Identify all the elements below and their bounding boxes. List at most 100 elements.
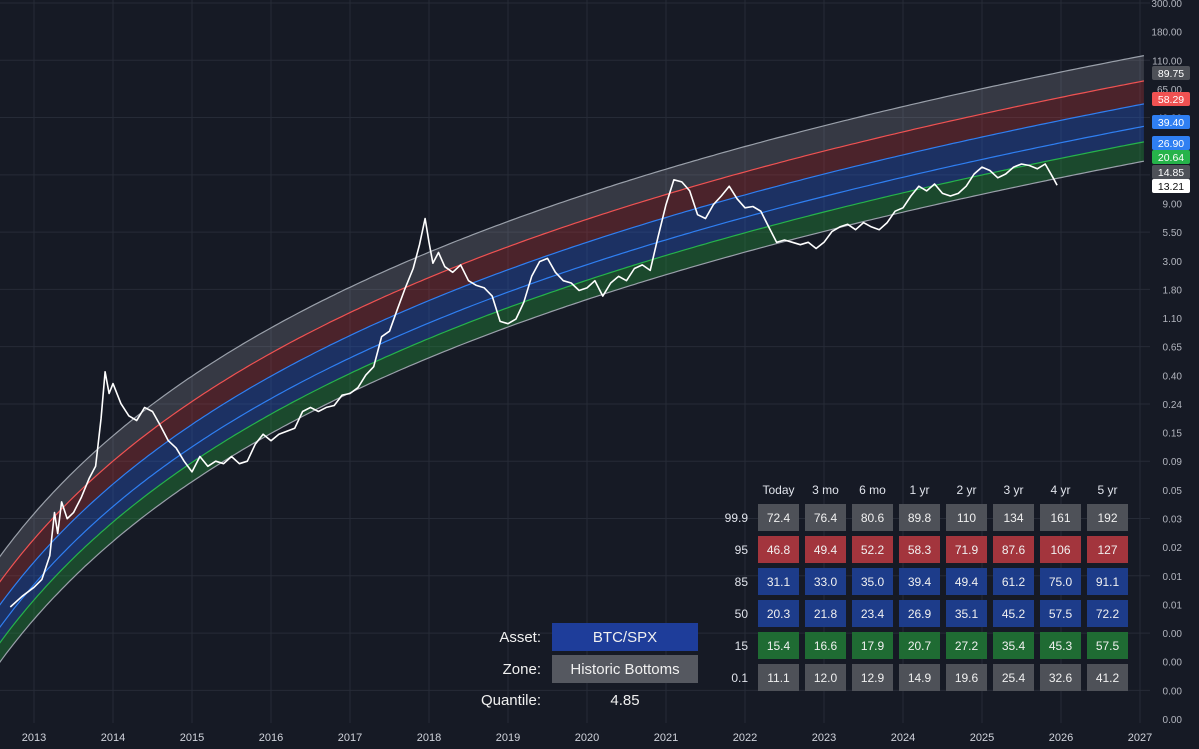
y-tick-label: 0.01 xyxy=(1163,572,1183,583)
table-header-cell: 3 mo xyxy=(812,483,839,497)
table-row-label: 0.1 xyxy=(731,670,748,685)
asset-row: Asset: BTC/SPX xyxy=(455,622,698,652)
x-tick-label: 2015 xyxy=(180,732,204,744)
zone-label: Zone: xyxy=(502,660,541,678)
x-tick-label: 2017 xyxy=(338,732,362,744)
band-line xyxy=(0,80,1145,583)
table-cell: 35.4 xyxy=(993,632,1034,659)
axis-badges: 89.75 58.29 39.40 26.90 20.64 14.85 13.21 xyxy=(1152,66,1190,193)
axis-badge-label: 26.90 xyxy=(1158,138,1184,150)
x-tick-label: 2018 xyxy=(417,732,441,744)
table-cell: 52.2 xyxy=(852,536,893,563)
table-cell: 72.4 xyxy=(758,504,799,531)
table-cell: 75.0 xyxy=(1040,568,1081,595)
axis-badge xyxy=(1152,136,1190,150)
table-cell: 12.0 xyxy=(805,664,846,691)
table-cell: 20.7 xyxy=(899,632,940,659)
table-cell: 23.4 xyxy=(852,600,893,627)
x-tick-label: 2025 xyxy=(970,732,994,744)
price-line-group xyxy=(9,163,1058,608)
table-cell: 32.6 xyxy=(1040,664,1081,691)
axis-badge xyxy=(1152,165,1190,179)
y-tick-label: 110.00 xyxy=(1152,56,1182,67)
y-tick-label: 0.03 xyxy=(1163,515,1183,526)
axis-badge-label: 39.40 xyxy=(1158,117,1184,129)
axis-badge xyxy=(1152,115,1190,129)
table-row-label: 50 xyxy=(734,606,748,621)
table-cell: 16.6 xyxy=(805,632,846,659)
table-cell: 21.8 xyxy=(805,600,846,627)
table-cell: 57.5 xyxy=(1087,632,1128,659)
table-cell: 19.6 xyxy=(946,664,987,691)
table-cell: 49.4 xyxy=(946,568,987,595)
table-header-cell: 1 yr xyxy=(909,483,930,497)
asset-label: Asset: xyxy=(499,628,541,646)
table-cell: 57.5 xyxy=(1040,600,1081,627)
table-cell: 61.2 xyxy=(993,568,1034,595)
table-cell: 87.6 xyxy=(993,536,1034,563)
table-cell: 12.9 xyxy=(852,664,893,691)
x-tick-label: 2014 xyxy=(101,732,125,744)
table-cell: 192 xyxy=(1087,504,1128,531)
table-row: 99.9 72.4 76.4 80.6 89.8 110 134 161 192 xyxy=(712,504,1128,531)
table-header-cell: 2 yr xyxy=(956,483,977,497)
table-corner xyxy=(712,481,752,499)
y-tick-label: 9.00 xyxy=(1163,199,1183,210)
table-cell: 45.2 xyxy=(993,600,1034,627)
x-tick-label: 2020 xyxy=(575,732,599,744)
table-cell: 58.3 xyxy=(899,536,940,563)
table-cell: 76.4 xyxy=(805,504,846,531)
table-header-row: Today 3 mo 6 mo 1 yr 2 yr 3 yr 4 yr 5 yr xyxy=(712,481,1128,499)
table-cell: 33.0 xyxy=(805,568,846,595)
y-tick-label: 0.01 xyxy=(1163,600,1183,611)
table-cell: 11.1 xyxy=(758,664,799,691)
y-tick-label: 0.15 xyxy=(1163,429,1183,440)
y-tick-label: 65.00 xyxy=(1157,85,1182,96)
table-cell: 127 xyxy=(1087,536,1128,563)
x-axis: 2013 2014 2015 2016 2017 2018 2019 2020 2021 2022… xyxy=(22,732,1152,744)
table-cell: 39.4 xyxy=(899,568,940,595)
quantile-table-panel: Today 3 mo 6 mo 1 yr 2 yr 3 yr 4 yr 5 yr 99.9 72… xyxy=(706,476,1134,696)
y-axis: 300.00180.00110.0065.0040.0025.0015.009.… xyxy=(1151,0,1182,726)
y-tick-label: 300.00 xyxy=(1151,0,1182,10)
x-tick-label: 2021 xyxy=(654,732,678,744)
quantile-table: Today 3 mo 6 mo 1 yr 2 yr 3 yr 4 yr 5 yr 99.9 72… xyxy=(706,476,1134,696)
y-tick-label: 0.02 xyxy=(1163,543,1183,554)
table-cell: 134 xyxy=(993,504,1034,531)
table-cell: 17.9 xyxy=(852,632,893,659)
band-line xyxy=(0,141,1145,644)
table-row: 15 15.4 16.6 17.9 20.7 27.2 35.4 45.3 57.5 xyxy=(712,632,1128,659)
axis-badge xyxy=(1152,179,1190,193)
quantile-value: 4.85 xyxy=(610,691,640,709)
band-line xyxy=(0,103,1145,606)
zone-value: Historic Bottoms xyxy=(552,655,698,683)
band-line xyxy=(0,125,1145,629)
y-tick-label: 1.10 xyxy=(1163,314,1183,325)
table-header-cell: 4 yr xyxy=(1050,483,1071,497)
y-tick-label: 0.65 xyxy=(1163,343,1183,354)
table-body: 99.9 72.4 76.4 80.6 89.8 110 134 161 192 95 46.8 49… xyxy=(712,504,1128,691)
table-cell: 80.6 xyxy=(852,504,893,531)
x-tick-label: 2019 xyxy=(496,732,520,744)
axis-badge-label: 13.21 xyxy=(1158,181,1184,193)
table-header-cell: 6 mo xyxy=(859,483,886,497)
y-tick-label: 0.09 xyxy=(1163,457,1183,468)
quantile-row: Quantile: 4.85 xyxy=(455,685,698,715)
table-header-cell: Today xyxy=(762,483,795,497)
y-tick-label: 0.24 xyxy=(1163,400,1183,411)
axis-badge-label: 20.64 xyxy=(1158,152,1184,164)
x-tick-label: 2026 xyxy=(1049,732,1073,744)
y-tick-label: 0.00 xyxy=(1163,629,1183,640)
table-row-label: 85 xyxy=(734,574,748,589)
y-tick-label: 0.40 xyxy=(1163,371,1183,382)
table-cell: 41.2 xyxy=(1087,664,1128,691)
price-line xyxy=(9,163,1058,608)
quantile-label: Quantile: xyxy=(480,691,541,709)
zone-row: Zone: Historic Bottoms xyxy=(455,654,698,684)
table-row-label: 99.9 xyxy=(724,510,748,525)
table-row-label: 15 xyxy=(734,638,748,653)
table-cell: 110 xyxy=(946,504,987,531)
table-cell: 45.3 xyxy=(1040,632,1081,659)
axis-badge xyxy=(1152,66,1190,80)
